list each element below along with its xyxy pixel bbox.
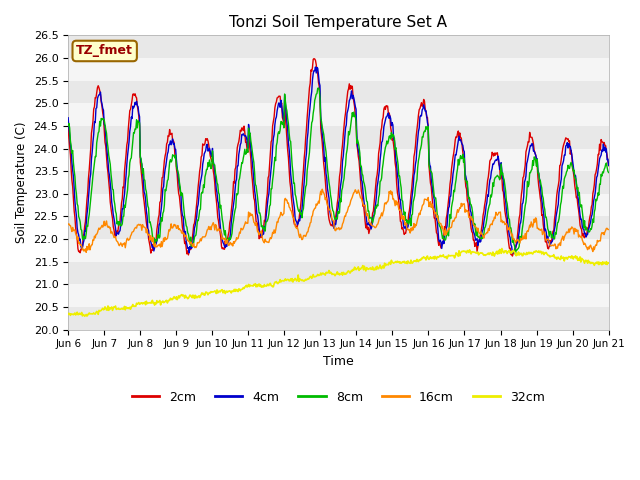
4cm xyxy=(509,251,516,256)
16cm xyxy=(186,238,193,244)
Bar xyxy=(68,58,609,81)
Bar xyxy=(68,307,609,330)
Bar xyxy=(68,285,609,307)
2cm xyxy=(605,163,612,168)
Text: TZ_fmet: TZ_fmet xyxy=(76,45,133,58)
Bar xyxy=(68,262,609,285)
8cm xyxy=(130,130,138,135)
32cm xyxy=(420,255,428,261)
Bar xyxy=(68,126,609,148)
8cm xyxy=(315,85,323,91)
4cm xyxy=(130,105,138,111)
2cm xyxy=(405,211,413,217)
8cm xyxy=(213,180,221,186)
2cm xyxy=(213,204,221,210)
X-axis label: Time: Time xyxy=(323,355,354,368)
2cm xyxy=(184,252,192,258)
2cm xyxy=(420,98,428,104)
Line: 16cm: 16cm xyxy=(68,189,609,252)
8cm xyxy=(405,221,413,227)
32cm xyxy=(498,246,506,252)
Legend: 2cm, 4cm, 8cm, 16cm, 32cm: 2cm, 4cm, 8cm, 16cm, 32cm xyxy=(127,386,550,409)
16cm xyxy=(421,196,429,202)
16cm xyxy=(406,227,413,232)
16cm xyxy=(318,186,326,192)
16cm xyxy=(131,227,138,232)
Bar xyxy=(68,148,609,171)
Title: Tonzi Soil Temperature Set A: Tonzi Soil Temperature Set A xyxy=(229,15,447,30)
8cm xyxy=(184,231,192,237)
16cm xyxy=(214,228,221,233)
Bar xyxy=(68,171,609,194)
4cm xyxy=(184,245,192,251)
Bar xyxy=(68,103,609,126)
2cm xyxy=(509,253,516,259)
8cm xyxy=(605,169,612,175)
8cm xyxy=(74,203,82,209)
4cm xyxy=(405,220,413,226)
32cm xyxy=(605,260,612,266)
Line: 2cm: 2cm xyxy=(68,59,609,256)
8cm xyxy=(511,252,519,257)
32cm xyxy=(81,313,88,319)
32cm xyxy=(131,303,138,309)
2cm xyxy=(74,246,82,252)
4cm xyxy=(213,190,221,195)
Line: 8cm: 8cm xyxy=(68,88,609,254)
16cm xyxy=(64,221,72,227)
Line: 4cm: 4cm xyxy=(68,67,609,253)
2cm xyxy=(310,56,318,61)
32cm xyxy=(186,294,193,300)
Bar xyxy=(68,36,609,58)
32cm xyxy=(64,312,72,317)
16cm xyxy=(83,250,90,255)
4cm xyxy=(64,115,72,120)
8cm xyxy=(64,123,72,129)
2cm xyxy=(130,91,138,97)
8cm xyxy=(420,128,428,134)
4cm xyxy=(420,105,428,111)
2cm xyxy=(64,124,72,130)
Bar xyxy=(68,216,609,239)
16cm xyxy=(74,234,82,240)
32cm xyxy=(74,312,82,317)
32cm xyxy=(214,290,221,296)
Bar xyxy=(68,239,609,262)
4cm xyxy=(605,162,612,168)
4cm xyxy=(312,64,319,70)
16cm xyxy=(605,227,612,232)
Bar xyxy=(68,194,609,216)
32cm xyxy=(405,260,413,265)
Line: 32cm: 32cm xyxy=(68,249,609,316)
4cm xyxy=(74,229,82,235)
Bar xyxy=(68,81,609,103)
Y-axis label: Soil Temperature (C): Soil Temperature (C) xyxy=(15,122,28,243)
